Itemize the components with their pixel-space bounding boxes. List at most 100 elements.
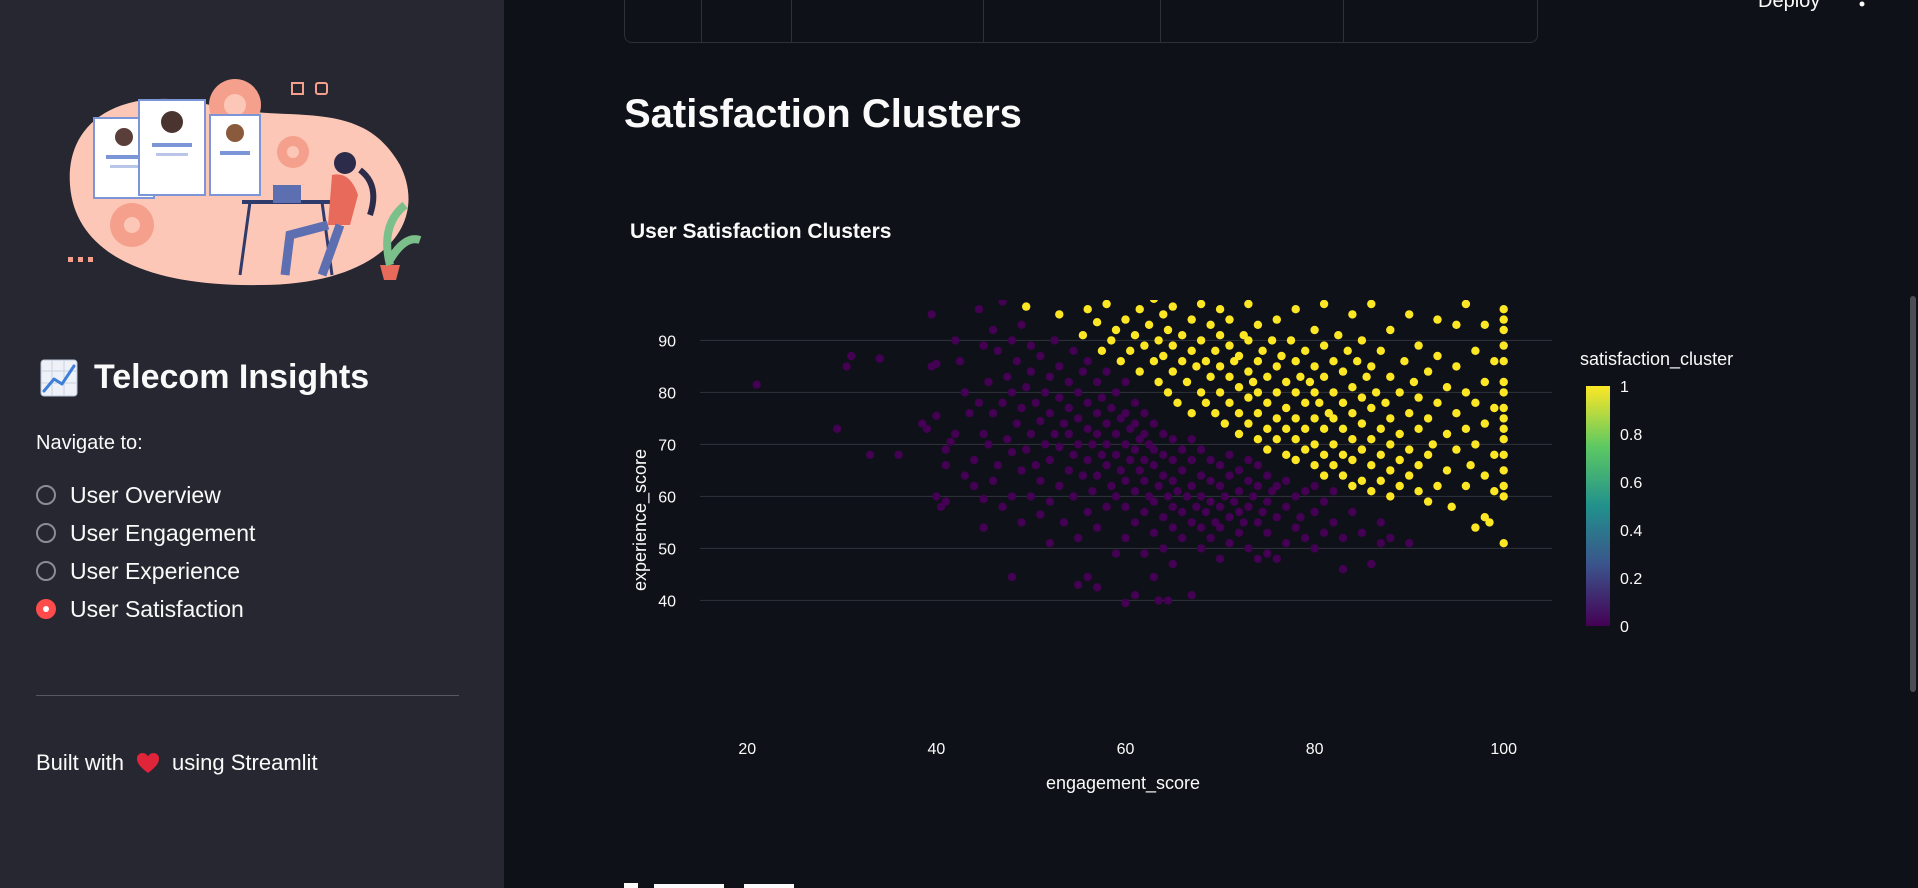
scatter-point-cluster-1 [1234,351,1244,361]
scatter-point-cluster-1 [1168,302,1177,311]
main-menu-icon[interactable] [1858,0,1866,8]
scatter-point-cluster-0 [998,300,1007,306]
scatter-point-cluster-0 [932,359,941,368]
scatter-point-cluster-1 [1376,450,1385,459]
scatter-point-cluster-0 [1055,362,1064,371]
scatter-point-cluster-1 [1149,357,1159,366]
scatter-point-cluster-1 [1319,471,1329,480]
scatter-point-cluster-0 [1026,341,1036,350]
scatter-point-cluster-1 [1310,461,1319,470]
scatter-point-cluster-1 [1135,305,1144,314]
scatter-point-cluster-1 [1452,320,1461,329]
scatter-point-cluster-1 [1097,346,1107,355]
scatter-point-cluster-0 [1329,487,1338,496]
scatter-point-cluster-0 [1003,435,1012,444]
scatter-point-cluster-0 [1055,442,1064,452]
nav-item-user-overview[interactable]: User Overview [36,476,255,514]
scatter-point-cluster-0 [1187,455,1196,465]
scatter-point-cluster-0 [1168,435,1177,444]
colorbar-ticks: 0 0.2 0.4 0.6 0.8 1 [1620,379,1642,636]
chart-title: User Satisfaction Clusters [630,220,892,243]
heart-icon [137,753,160,773]
scatter-point-cluster-1 [1159,351,1168,361]
scatter-point-cluster-1 [1272,435,1281,444]
scatter-point-cluster-1 [1201,357,1211,366]
team-illustration [68,79,422,286]
scatter-point-cluster-0 [1291,492,1300,501]
radio-button[interactable] [36,485,56,505]
nav-item-user-experience[interactable]: User Experience [36,552,255,590]
scatter-point-cluster-0 [1088,440,1097,449]
scatter-point-cluster-1 [1244,367,1253,376]
scatter-point-cluster-0 [1329,518,1338,527]
scatter-point-cluster-1 [1490,487,1499,496]
main-scrollbar[interactable] [1910,296,1916,692]
scatter-point-cluster-1 [1405,409,1414,418]
scatter-point-cluster-1 [1244,393,1253,402]
scatter-point-cluster-1 [1490,357,1499,366]
scatter-point-cluster-0 [1017,518,1026,527]
scatter-point-cluster-0 [1083,424,1092,433]
scatter-point-cluster-0 [1069,346,1078,355]
y-axis-label: experience_score [630,449,651,591]
scatter-point-cluster-0 [1007,448,1017,457]
scatter-point-cluster-1 [1282,424,1291,433]
deploy-button[interactable]: Deploy [1758,0,1821,12]
scatter-point-cluster-0 [1168,455,1177,465]
scatter-point-cluster-0 [1263,497,1272,506]
scatter-point-cluster-0 [1055,393,1064,402]
scatter-point-cluster-0 [1083,572,1092,582]
scatter-point-cluster-0 [970,455,979,465]
scatter-point-cluster-1 [1168,341,1177,350]
scatter-point-cluster-1 [1140,341,1149,350]
nav-item-user-satisfaction[interactable]: User Satisfaction [36,590,255,628]
scatter-point-cluster-1 [1433,351,1442,361]
scatter-point-cluster-0 [1116,466,1125,475]
scatter-point-cluster-1 [1258,346,1267,355]
scatter-point-cluster-1 [1357,445,1367,454]
scatter-point-cluster-0 [1272,513,1281,522]
scatter-point-cluster-0 [1234,528,1244,537]
scatter-point-cluster-1 [1452,362,1461,371]
radio-button[interactable] [36,523,56,543]
scatter-point-cluster-0 [1130,591,1140,600]
scatter-point-cluster-0 [1055,481,1064,491]
scatter-point-cluster-1 [1499,435,1508,444]
scatter-point-cluster-1 [1220,419,1229,428]
scatter-point-cluster-1 [1173,398,1182,407]
scatter-point-cluster-0 [1130,487,1140,496]
scatter-point-cluster-0 [1074,388,1083,397]
scatter-point-cluster-1 [1286,336,1296,345]
scatter-point-cluster-1 [1244,336,1253,345]
scatter-point-cluster-1 [1461,424,1471,433]
scatter-point-cluster-1 [1423,367,1433,376]
y-tick-label: 80 [658,385,676,402]
scatter-point-cluster-1 [1381,398,1390,407]
colorbar-tick-label: 0.6 [1620,475,1642,492]
scatter-point-cluster-0 [1225,450,1234,459]
scatter-point-cluster-1 [1301,346,1310,355]
scatter-point-cluster-1 [1305,377,1315,387]
scatter-point-cluster-1 [1348,455,1357,465]
scatter-point-cluster-0 [1310,544,1319,553]
radio-button-selected[interactable] [36,599,56,619]
scatter-point-cluster-0 [1040,440,1050,449]
scatter-point-cluster-0 [1121,598,1130,608]
scatter-point-cluster-1 [1234,409,1244,418]
scatter-point-cluster-0 [1338,565,1348,574]
scatter-point-cluster-1 [1461,300,1471,309]
scatter-point-cluster-1 [1282,403,1291,413]
satisfaction-scatter-chart[interactable]: 40 50 60 70 80 90 100 20 40 60 80 100 engagement_s… [620,300,1770,800]
scatter-point-cluster-0 [1296,513,1305,522]
scatter-point-cluster-0 [1069,492,1078,501]
scatter-point-cluster-1 [1263,398,1272,407]
scatter-point-cluster-0 [1083,455,1092,465]
radio-button[interactable] [36,561,56,581]
scatter-point-cluster-0 [1272,554,1281,563]
scatter-point-cluster-1 [1480,471,1489,480]
scatter-point-cluster-0 [1376,518,1385,527]
scatter-point-cluster-1 [1159,310,1168,319]
nav-item-user-engagement[interactable]: User Engagement [36,514,255,552]
scatter-point-cluster-0 [1012,357,1021,366]
scatter-point-cluster-0 [951,336,960,345]
